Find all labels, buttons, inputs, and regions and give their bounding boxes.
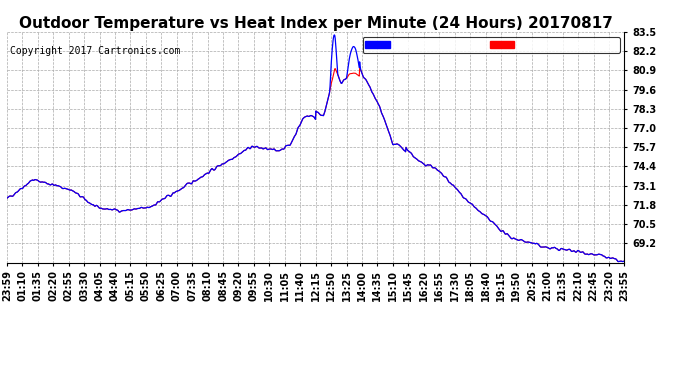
Title: Outdoor Temperature vs Heat Index per Minute (24 Hours) 20170817: Outdoor Temperature vs Heat Index per Mi… (19, 16, 613, 31)
Legend: Heat Index  (°F), Temperature  (°F): Heat Index (°F), Temperature (°F) (362, 37, 620, 52)
Text: Copyright 2017 Cartronics.com: Copyright 2017 Cartronics.com (10, 46, 181, 56)
